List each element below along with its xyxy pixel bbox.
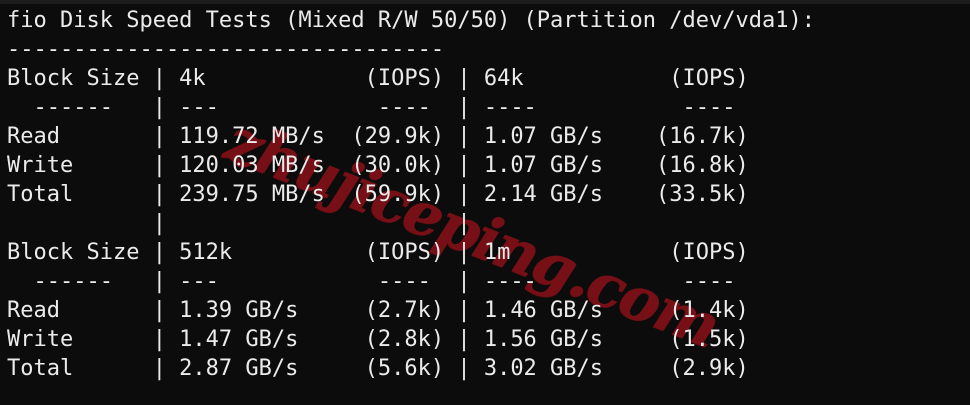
terminal-top-edge (0, 0, 970, 4)
fio-disk-speed-output: fio Disk Speed Tests (Mixed R/W 50/50) (… (7, 8, 815, 381)
